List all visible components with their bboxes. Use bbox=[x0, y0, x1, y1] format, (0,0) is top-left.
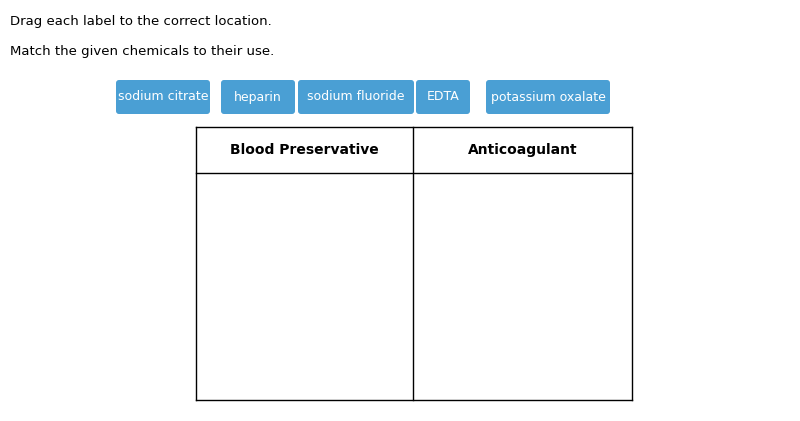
FancyBboxPatch shape bbox=[486, 80, 610, 114]
FancyBboxPatch shape bbox=[116, 80, 210, 114]
FancyBboxPatch shape bbox=[298, 80, 414, 114]
Text: Drag each label to the correct location.: Drag each label to the correct location. bbox=[10, 15, 272, 28]
Text: Match the given chemicals to their use.: Match the given chemicals to their use. bbox=[10, 45, 274, 58]
Text: heparin: heparin bbox=[234, 91, 282, 104]
Text: sodium citrate: sodium citrate bbox=[118, 91, 208, 104]
FancyBboxPatch shape bbox=[221, 80, 295, 114]
Text: Blood Preservative: Blood Preservative bbox=[230, 143, 379, 157]
Text: EDTA: EDTA bbox=[426, 91, 459, 104]
FancyBboxPatch shape bbox=[416, 80, 470, 114]
Text: sodium fluoride: sodium fluoride bbox=[307, 91, 405, 104]
Text: Anticoagulant: Anticoagulant bbox=[468, 143, 578, 157]
Text: potassium oxalate: potassium oxalate bbox=[490, 91, 606, 104]
